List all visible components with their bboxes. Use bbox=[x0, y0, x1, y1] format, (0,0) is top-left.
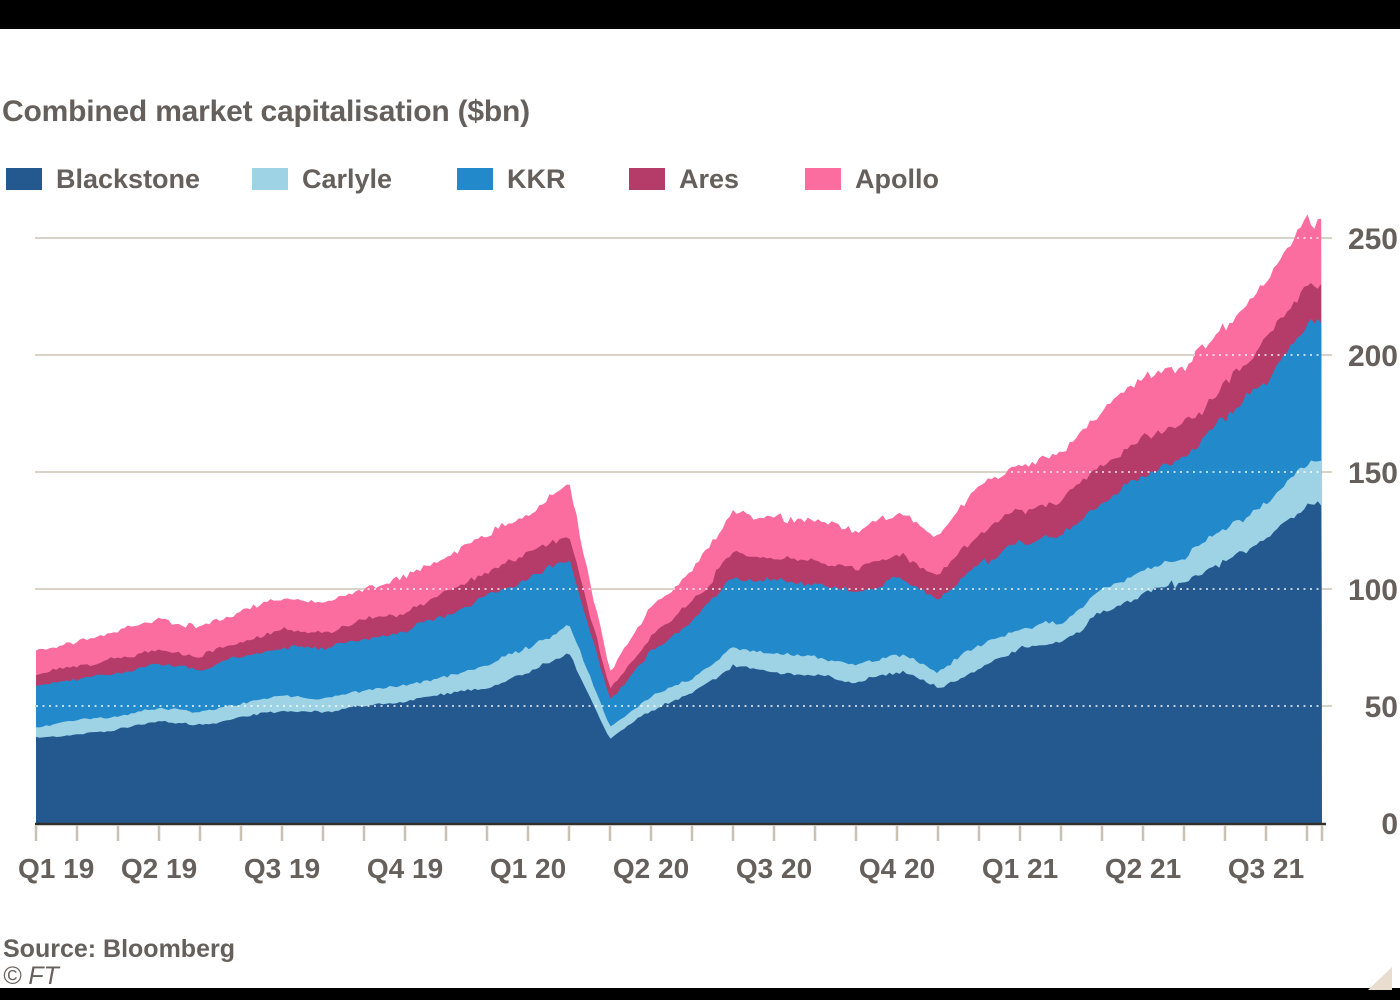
y-axis-label: 200 bbox=[1348, 340, 1398, 373]
legend-swatch-apollo bbox=[805, 168, 841, 190]
legend-item-kkr: KKR bbox=[457, 164, 566, 194]
legend-item-carlyle: Carlyle bbox=[252, 164, 392, 194]
legend-label: KKR bbox=[507, 163, 566, 194]
legend-label: Blackstone bbox=[56, 163, 201, 194]
legend-item-ares: Ares bbox=[629, 164, 739, 194]
chart-legend: Blackstone Carlyle KKR Ares Apollo bbox=[0, 164, 1400, 194]
x-axis-label: Q4 20 bbox=[859, 853, 935, 884]
ft-copyright: © FT bbox=[3, 962, 59, 990]
legend-swatch-carlyle bbox=[252, 168, 288, 190]
y-axis-label: 150 bbox=[1348, 457, 1398, 490]
x-axis-label: Q3 20 bbox=[736, 853, 812, 884]
bottom-black-bar bbox=[0, 988, 1400, 1000]
y-axis-label: 50 bbox=[1365, 691, 1398, 724]
legend-swatch-kkr bbox=[457, 168, 493, 190]
legend-item-blackstone: Blackstone bbox=[6, 164, 200, 194]
legend-swatch-ares bbox=[629, 168, 665, 190]
y-axis-label: 250 bbox=[1348, 223, 1398, 256]
x-axis-label: Q2 21 bbox=[1105, 853, 1181, 884]
legend-label: Carlyle bbox=[302, 163, 393, 194]
resize-corner-triangle-icon bbox=[1368, 967, 1392, 990]
legend-label: Apollo bbox=[855, 163, 939, 194]
x-axis-label: Q2 19 bbox=[121, 853, 197, 884]
x-axis-label: Q2 20 bbox=[613, 853, 689, 884]
area-blackstone bbox=[36, 501, 1322, 823]
y-axis-label: 0 bbox=[1381, 808, 1398, 841]
x-axis-label: Q3 21 bbox=[1228, 853, 1304, 884]
x-axis-label: Q1 20 bbox=[490, 853, 566, 884]
x-axis-label: Q1 19 bbox=[18, 853, 94, 884]
x-axis-label: Q3 19 bbox=[244, 853, 320, 884]
x-axis-label: Q1 21 bbox=[982, 853, 1058, 884]
legend-swatch-blackstone bbox=[6, 168, 42, 190]
top-black-bar bbox=[0, 0, 1400, 29]
chart-title: Combined market capitalisation ($bn) bbox=[2, 95, 530, 128]
legend-item-apollo: Apollo bbox=[805, 164, 939, 194]
source-note: Source: Bloomberg bbox=[3, 935, 235, 963]
legend-label: Ares bbox=[679, 163, 740, 194]
x-axis-label: Q4 19 bbox=[367, 853, 443, 884]
y-axis-label: 100 bbox=[1348, 574, 1398, 607]
